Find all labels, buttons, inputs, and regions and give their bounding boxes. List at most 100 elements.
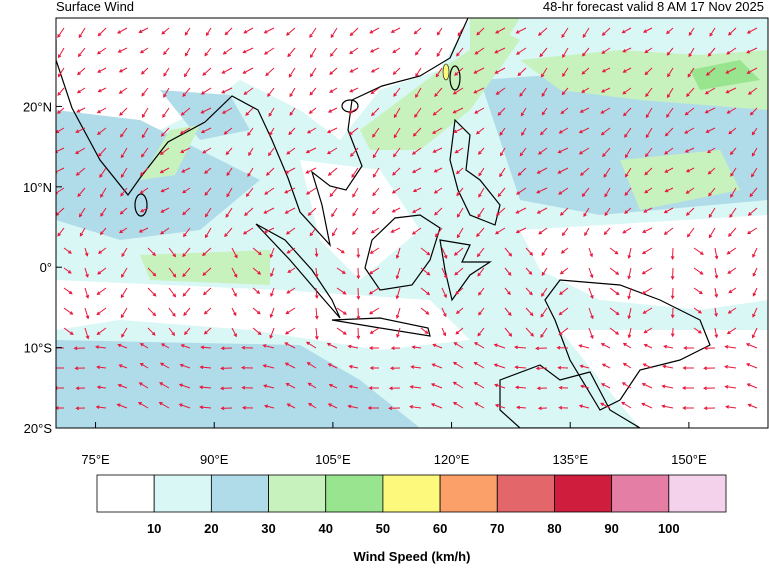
wind-arrow [287,267,296,273]
wind-arrow [263,227,275,234]
wind-arrow [369,327,380,334]
wind-arrow [624,187,632,196]
wind-arrow [497,107,506,116]
calm-areas [56,18,768,428]
wind-arrow [182,87,191,97]
wind-arrow [263,384,275,389]
wind-arrow [749,107,758,116]
wind-arrow [120,307,128,319]
wind-arrow [645,147,653,158]
wind-arrow [231,307,237,317]
wind-arrow [746,27,758,34]
wind-arrow [670,327,675,338]
wind-arrow [515,207,527,214]
wind-arrow [478,187,485,198]
wind-arrow [372,187,380,197]
wind-arrow [537,147,548,155]
wind-arrow [284,362,296,369]
colorbar-swatch [668,474,727,513]
wind-arrow [97,247,107,254]
wind-arrow [147,267,157,277]
wind-arrow [644,67,653,76]
wind-arrow [200,345,212,350]
wind-arrow [431,363,443,369]
wind-arrow [160,187,170,193]
wind-arrow [390,346,401,351]
map-frame [55,17,769,429]
wind-arrow [455,167,464,175]
wind-arrow [453,247,464,256]
wind-arrow [221,87,233,94]
wind-arrow [686,227,695,238]
wind-arrow [504,327,513,337]
wind-arrow [556,345,569,350]
wind-arrow [231,247,238,259]
wind-arrow [685,207,695,216]
wind-arrow [200,107,212,114]
wind-arrow [120,187,128,197]
wind-arrow [288,67,296,78]
wind-arrow [708,207,716,218]
wind-arrow [393,127,401,139]
wind-arrow [395,247,401,260]
wind-arrow [390,27,401,33]
wind-arrow [432,107,443,116]
wind-arrow [252,267,262,275]
wind-arrow [348,384,359,389]
wind-arrow [664,167,674,173]
wind-arrow [265,67,275,77]
wind-arrow [682,366,695,370]
wind-arrow [579,384,590,389]
wind-arrow [286,147,296,155]
wind-arrow [582,47,590,57]
wind-arrow [372,147,380,159]
wind-arrow [252,307,261,315]
wind-arrow [138,27,149,33]
wind-arrow [436,47,443,57]
wind-arrow [204,207,212,218]
wind-arrow [202,147,212,154]
wind-arrow [475,127,485,135]
wind-arrow [74,366,86,371]
wind-arrow [621,27,632,34]
wind-arrow [536,187,548,194]
wind-arrow [96,127,107,135]
wind-arrow [558,385,569,390]
wind-arrow [178,383,191,389]
wind-arrow [452,87,464,95]
wind-arrow [478,167,485,177]
wind-arrow [413,27,422,35]
wind-arrow [73,346,86,351]
wind-arrow [540,327,548,339]
wind-arrow [706,147,716,154]
wind-arrow [222,47,233,55]
wind-arrow [76,87,86,94]
wind-arrow [557,365,569,370]
wind-arrow [141,87,149,97]
lon-tick-label: 120°E [434,452,470,467]
wind-arrow [348,107,359,114]
wind-arrow [331,207,338,218]
wind-arrow [309,27,317,39]
wind-arrow [348,127,359,136]
wind-arrow [269,327,275,339]
wind-arrow [410,365,422,369]
wind-arrow [644,167,653,176]
wind-arrow [56,107,65,114]
wind-arrow [137,402,149,409]
wind-arrow [368,287,380,295]
wind-arrow [163,67,170,77]
wind-arrow [121,327,128,338]
wind-arrow [368,307,380,315]
wind-arrow [494,67,506,74]
wind-arrow [432,343,443,349]
wind-arrow [160,207,170,213]
wind-arrow [263,27,275,34]
wind-arrow [286,247,296,254]
wind-arrow [351,167,359,178]
wind-arrow [516,187,527,195]
wind-arrow [284,187,296,194]
wind-arrow [627,247,632,260]
wind-arrow [182,267,191,278]
wind-arrow [714,307,718,318]
